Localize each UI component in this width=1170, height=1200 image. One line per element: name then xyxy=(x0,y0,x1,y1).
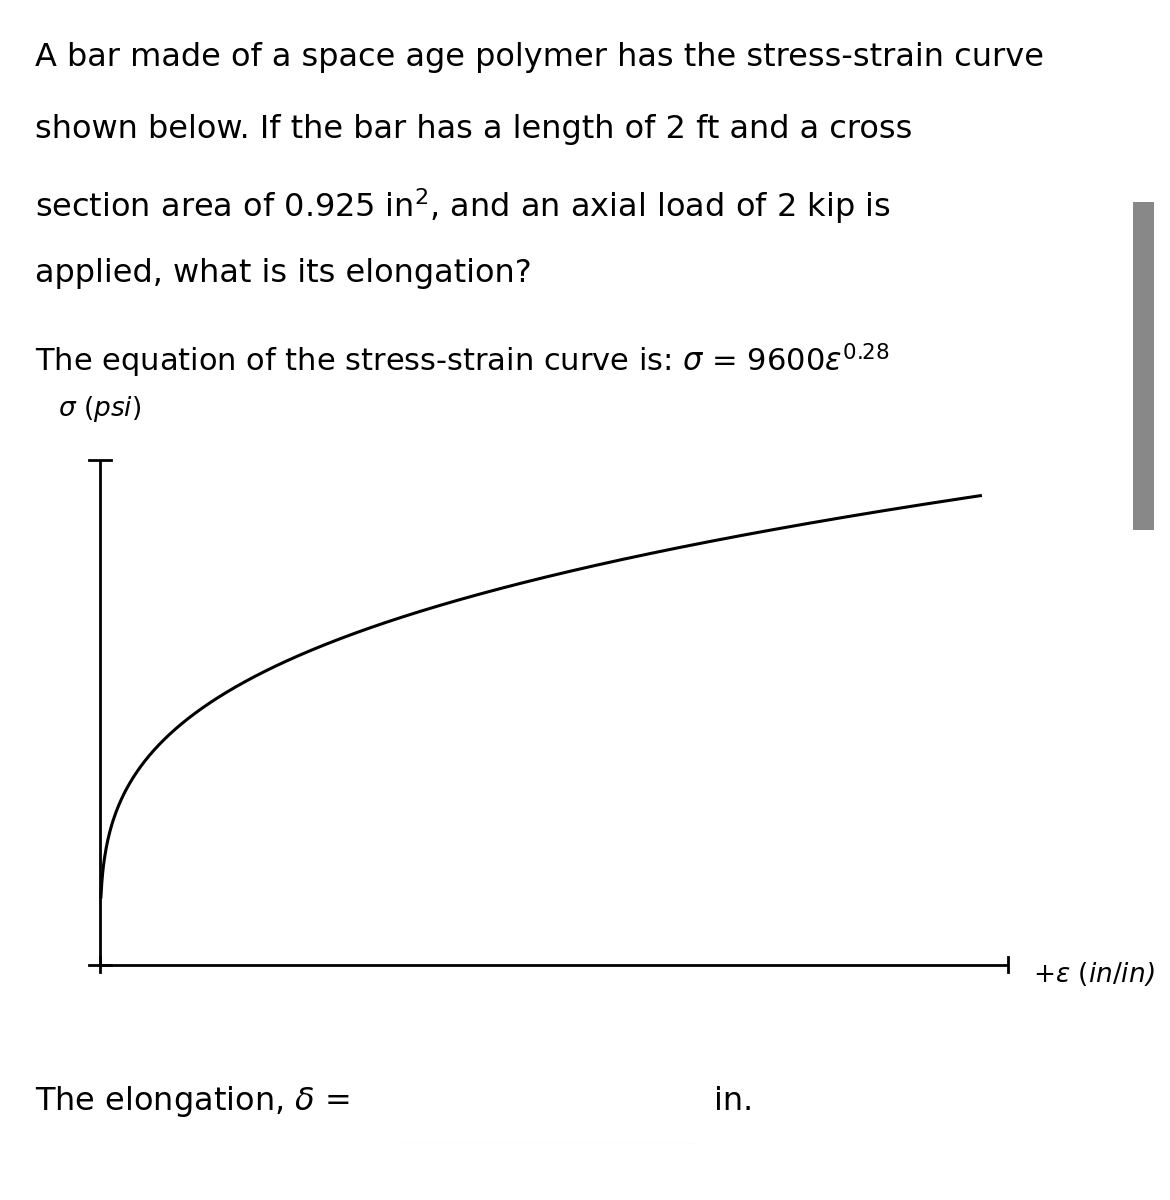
Text: applied, what is its elongation?: applied, what is its elongation? xyxy=(35,258,532,289)
Text: in.: in. xyxy=(714,1086,753,1117)
FancyBboxPatch shape xyxy=(383,1061,711,1145)
Text: A bar made of a space age polymer has the stress-strain curve: A bar made of a space age polymer has th… xyxy=(35,42,1044,73)
Text: section area of 0.925 in$^2$, and an axial load of 2 kip is: section area of 0.925 in$^2$, and an axi… xyxy=(35,186,890,226)
Text: $\sigma$ $(psi)$: $\sigma$ $(psi)$ xyxy=(58,394,142,424)
Text: $+\varepsilon$ $(in/in$): $+\varepsilon$ $(in/in$) xyxy=(1033,960,1155,989)
Text: The elongation, $\delta$ =: The elongation, $\delta$ = xyxy=(35,1084,350,1120)
Text: The equation of the stress-strain curve is: $\sigma$ = 9600$\varepsilon^{0.28}$: The equation of the stress-strain curve … xyxy=(35,342,889,380)
Text: shown below. If the bar has a length of 2 ft and a cross: shown below. If the bar has a length of … xyxy=(35,114,913,145)
